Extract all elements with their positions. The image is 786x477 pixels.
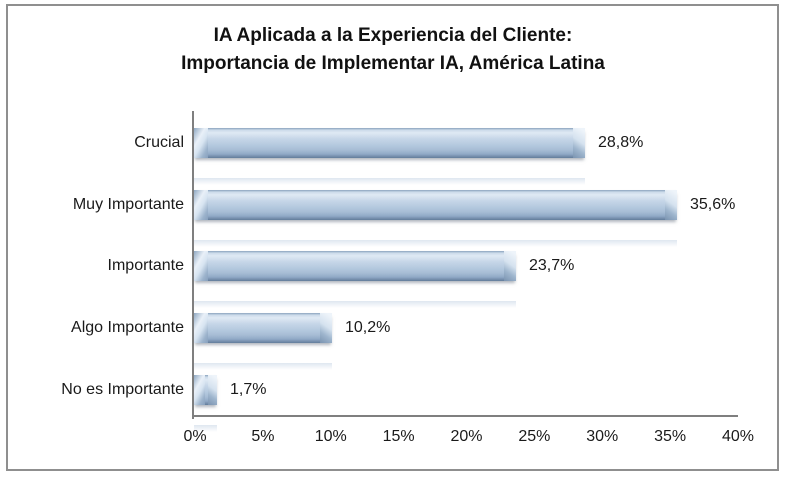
value-label: 10,2% xyxy=(345,319,391,336)
x-axis-tick-label: 35% xyxy=(654,428,687,445)
chart-border-frame xyxy=(6,4,779,471)
x-axis-tick-label: 30% xyxy=(586,428,619,445)
x-axis-tick-label: 5% xyxy=(251,428,275,445)
chart-title-line-1: IA Aplicada a la Experiencia del Cliente… xyxy=(213,25,573,46)
x-axis-tick-label: 10% xyxy=(314,428,347,445)
category-label: Muy Importante xyxy=(72,196,184,213)
bar-reflection xyxy=(194,363,332,370)
bar-reflection xyxy=(194,301,516,308)
bar xyxy=(194,251,516,281)
bar xyxy=(194,190,677,220)
x-axis-tick-label: 0% xyxy=(183,428,207,445)
category-label: No es Importante xyxy=(61,381,184,398)
bar xyxy=(194,375,217,405)
bar-reflection xyxy=(194,240,677,247)
bar xyxy=(194,128,585,158)
value-label: 1,7% xyxy=(230,381,267,398)
x-axis-tick-label: 20% xyxy=(450,428,483,445)
category-label: Importante xyxy=(107,257,184,274)
x-axis-tick-label: 40% xyxy=(721,428,755,445)
x-axis-line xyxy=(192,415,738,417)
x-axis-tick-label: 25% xyxy=(518,428,551,445)
bar-reflection xyxy=(194,178,585,185)
bar xyxy=(194,313,332,343)
x-axis-tick-label: 15% xyxy=(382,428,415,445)
value-label: 35,6% xyxy=(690,196,736,213)
y-axis-line xyxy=(192,111,194,419)
chart-title: IA Aplicada a la Experiencia del Cliente… xyxy=(0,22,786,78)
category-label: Crucial xyxy=(134,134,184,151)
category-label: Algo Importante xyxy=(71,319,184,336)
value-label: 28,8% xyxy=(598,134,644,151)
chart-title-line-2: Importancia de Implementar IA, América L… xyxy=(181,53,605,74)
value-label: 23,7% xyxy=(529,257,575,274)
bar-reflection xyxy=(194,425,217,432)
